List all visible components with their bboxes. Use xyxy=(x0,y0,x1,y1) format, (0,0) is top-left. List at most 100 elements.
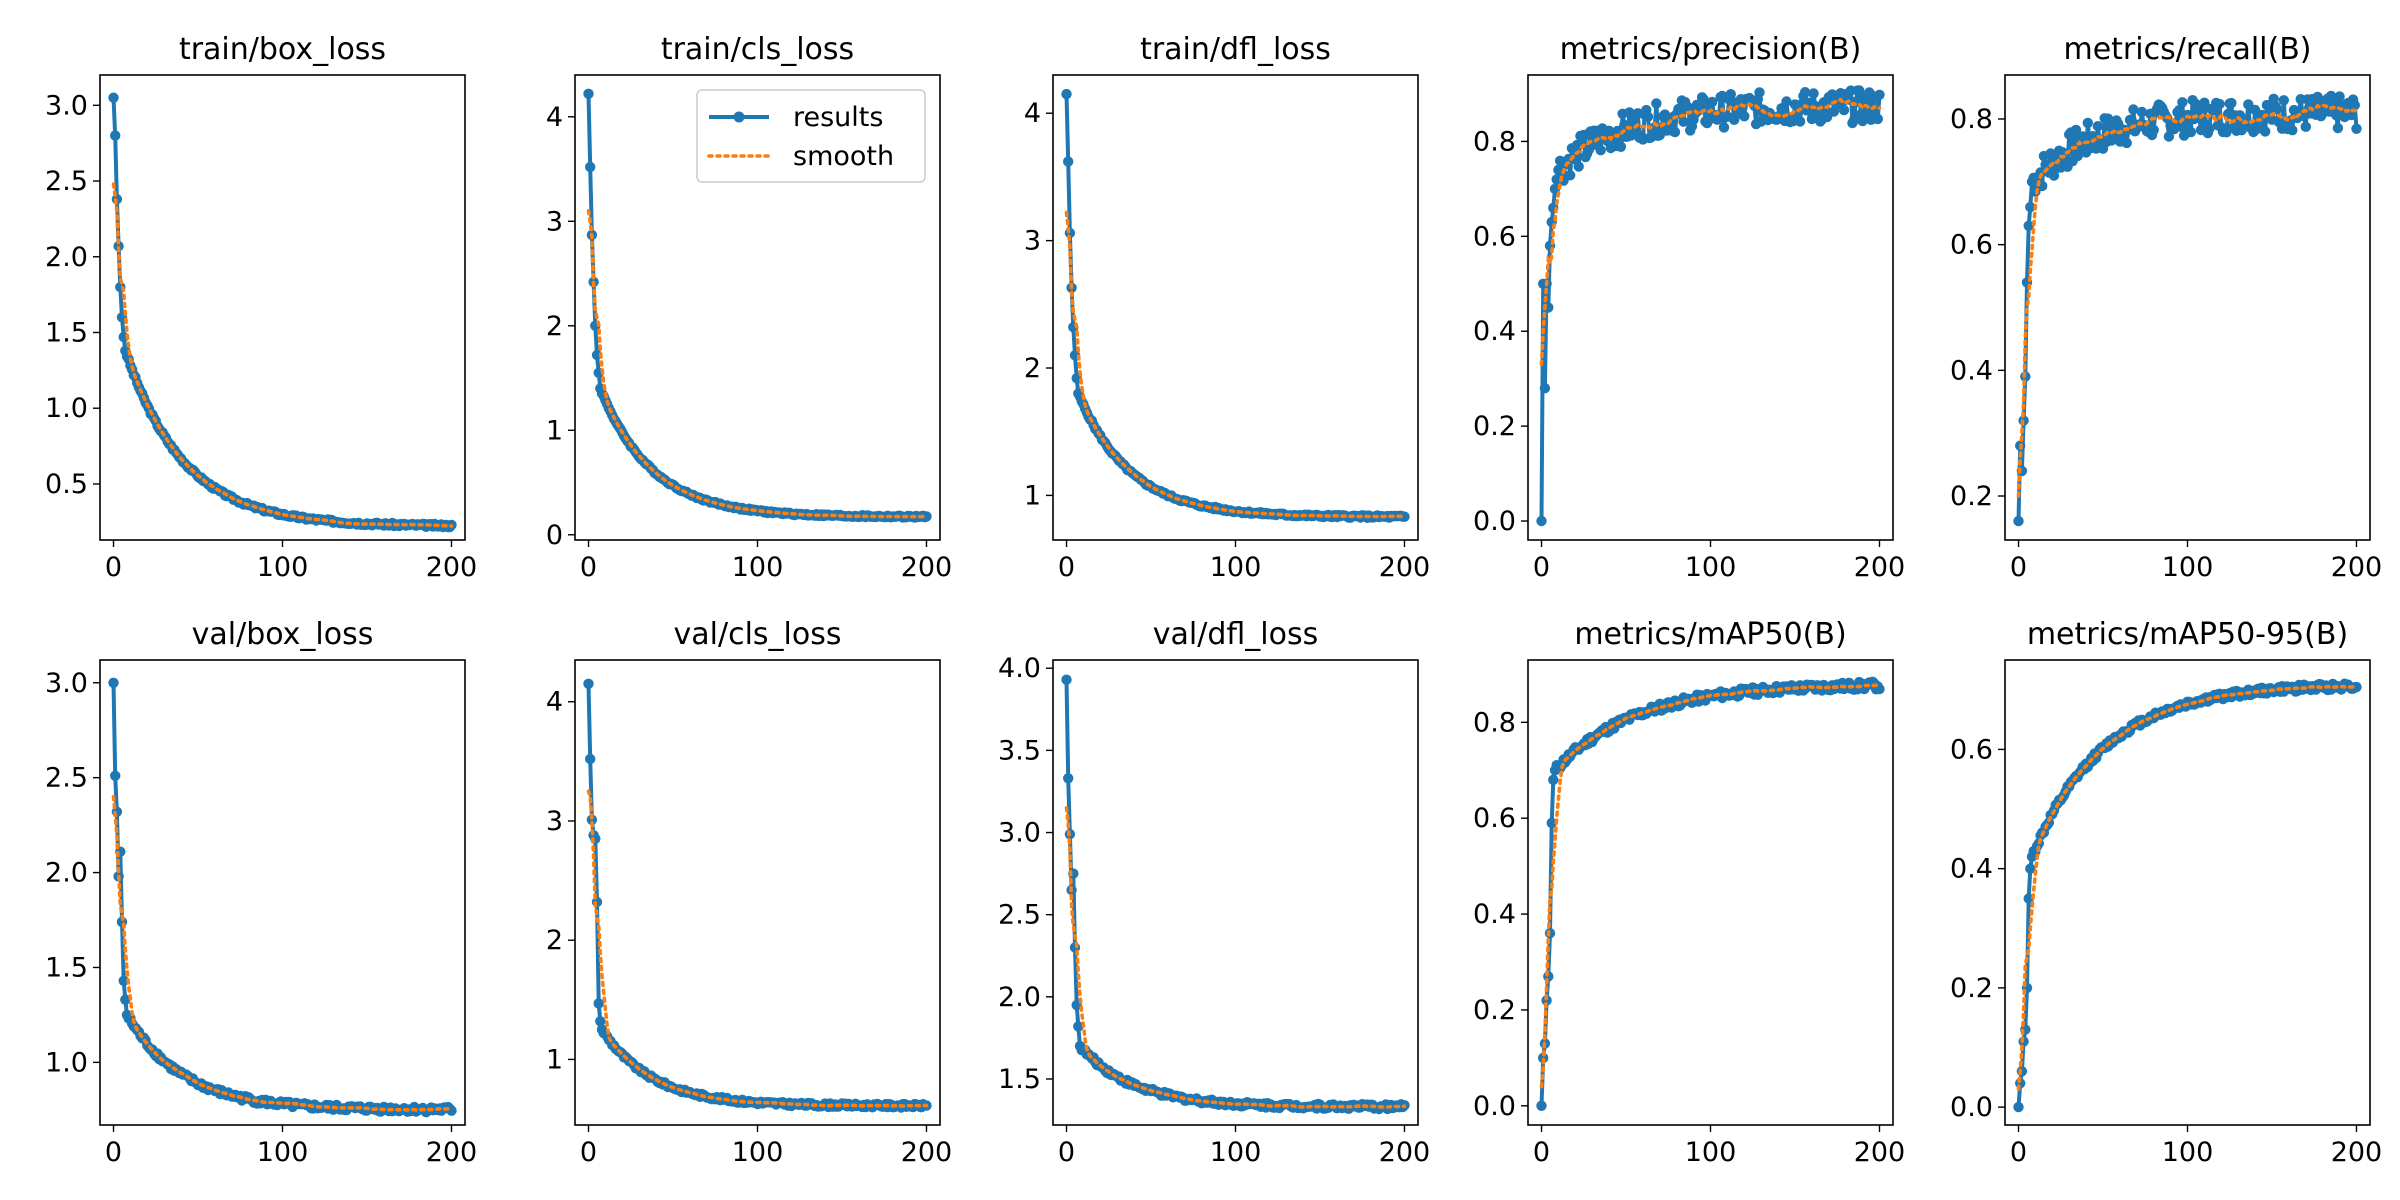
chart-panel-val-dfl-loss: val/dfl_loss 0 100 200 1.5 2.0 2.5 3.0 3.5 4.0 xyxy=(998,617,1430,1168)
data-point-results xyxy=(586,814,598,825)
data-point-results xyxy=(2334,91,2345,102)
y-tick-label: 1.5 xyxy=(45,317,88,348)
data-point-results xyxy=(1565,170,1576,181)
data-point-results xyxy=(1683,102,1694,113)
x-tick-label: 200 xyxy=(2331,1137,2383,1168)
plot-area xyxy=(108,677,457,1118)
data-point-results xyxy=(2332,122,2344,134)
y-tick-label: 2.5 xyxy=(998,900,1041,931)
y-tick-label: 2 xyxy=(1024,353,1041,384)
data-point-results xyxy=(2072,150,2083,162)
data-point-results xyxy=(1073,1021,1084,1032)
y-tick-label: 3.5 xyxy=(998,735,1041,766)
y-tick-label: 3 xyxy=(546,206,563,237)
plot-area xyxy=(1536,85,1885,527)
chart-panel-metrics-map50-95-b-: metrics/mAP50-95(B) 0 100 200 0.0 0.2 0.4 0.6 xyxy=(1950,617,2382,1168)
data-point-results xyxy=(2177,97,2188,108)
data-point-results xyxy=(1669,126,1681,138)
y-tick-label: 4.0 xyxy=(998,653,1041,684)
data-point-results xyxy=(2148,124,2159,136)
x-tick-label: 0 xyxy=(105,1137,122,1168)
data-point-results xyxy=(2260,126,2271,137)
data-point-results xyxy=(2271,103,2283,115)
axes-frame xyxy=(1052,74,1419,541)
y-tick-label: 4 xyxy=(546,102,563,133)
y-tick-label: 0.4 xyxy=(1950,854,1993,885)
plot-area xyxy=(1536,676,1885,1112)
x-tick-label: 200 xyxy=(1379,552,1431,583)
x-tick-label: 0 xyxy=(1533,1137,1550,1168)
series-line-smooth xyxy=(1539,683,1882,1089)
data-point-results xyxy=(583,88,594,100)
plot-area xyxy=(583,678,932,1113)
y-tick-label: 1.5 xyxy=(998,1064,1041,1095)
x-tick-label: 0 xyxy=(1058,1137,1075,1168)
series-line-smooth xyxy=(111,182,454,528)
chart-title: train/box_loss xyxy=(179,32,386,67)
y-tick-label: 1.0 xyxy=(45,1047,88,1078)
y-tick-label: 1.5 xyxy=(45,952,88,983)
data-point-results xyxy=(1651,98,1662,109)
data-point-results xyxy=(2185,126,2197,138)
data-point-results xyxy=(1536,515,1547,527)
legend: results smooth xyxy=(696,89,926,183)
data-point-results xyxy=(583,678,594,689)
data-point-results xyxy=(2013,515,2024,527)
data-point-results xyxy=(1794,116,1806,127)
series-line-results xyxy=(2016,681,2357,1108)
data-point-results xyxy=(921,511,932,522)
data-point-results xyxy=(2287,125,2298,136)
chart-title: metrics/precision(B) xyxy=(1560,32,1862,67)
chart-panel-train-dfl-loss: train/dfl_loss 0 100 200 1 2 3 4 xyxy=(1024,32,1430,583)
axes-frame xyxy=(2004,659,2371,1126)
series-line-smooth xyxy=(586,789,929,1108)
data-point-results xyxy=(1872,113,1884,125)
series-line-smooth xyxy=(1064,210,1407,519)
data-point-results xyxy=(1754,87,1765,98)
series-line-smooth xyxy=(111,794,454,1112)
data-point-results xyxy=(593,998,604,1009)
x-tick-label: 200 xyxy=(1379,1137,1431,1168)
data-point-results xyxy=(1536,1100,1547,1112)
legend-results-marker xyxy=(733,111,745,123)
x-tick-label: 100 xyxy=(257,552,309,583)
x-tick-label: 200 xyxy=(426,552,478,583)
data-point-results xyxy=(2121,137,2132,149)
data-point-results xyxy=(1061,674,1072,685)
series-line-smooth xyxy=(1064,806,1407,1110)
data-point-results xyxy=(1642,111,1654,123)
x-tick-label: 200 xyxy=(901,552,953,583)
axes-frame xyxy=(99,74,466,541)
x-tick-label: 100 xyxy=(732,552,784,583)
y-tick-label: 0.0 xyxy=(1950,1092,1993,1123)
data-point-results xyxy=(595,1016,606,1027)
data-point-results xyxy=(1061,88,1072,100)
x-tick-label: 100 xyxy=(2162,1137,2214,1168)
data-point-results xyxy=(120,994,131,1005)
data-point-results xyxy=(1781,96,1792,107)
data-point-results xyxy=(2214,98,2225,110)
data-point-results xyxy=(1063,773,1074,784)
data-point-results xyxy=(118,975,129,986)
data-point-results xyxy=(108,92,119,103)
x-tick-label: 200 xyxy=(2331,552,2383,583)
data-point-results xyxy=(2173,105,2185,116)
y-tick-label: 0.2 xyxy=(1950,481,1993,512)
series-line-results xyxy=(586,683,927,1110)
plot-area xyxy=(1061,674,1410,1115)
y-tick-label: 1 xyxy=(1024,480,1041,511)
y-tick-label: 3.0 xyxy=(998,818,1041,849)
y-tick-label: 0.4 xyxy=(1473,316,1516,347)
data-point-results xyxy=(2025,863,2036,874)
x-tick-label: 0 xyxy=(2010,552,2027,583)
y-tick-label: 3.0 xyxy=(45,668,88,699)
chart-title: metrics/mAP50-95(B) xyxy=(2027,617,2348,652)
plot-area xyxy=(2013,90,2362,527)
y-tick-label: 0.8 xyxy=(1950,104,1993,135)
x-tick-label: 0 xyxy=(580,1137,597,1168)
series-line-smooth xyxy=(586,209,929,519)
data-point-results xyxy=(1546,817,1557,829)
x-tick-label: 200 xyxy=(1854,1137,1906,1168)
chart-panel-val-box-loss: val/box_loss 0 100 200 1.0 1.5 2.0 2.5 3.0 xyxy=(45,617,477,1168)
